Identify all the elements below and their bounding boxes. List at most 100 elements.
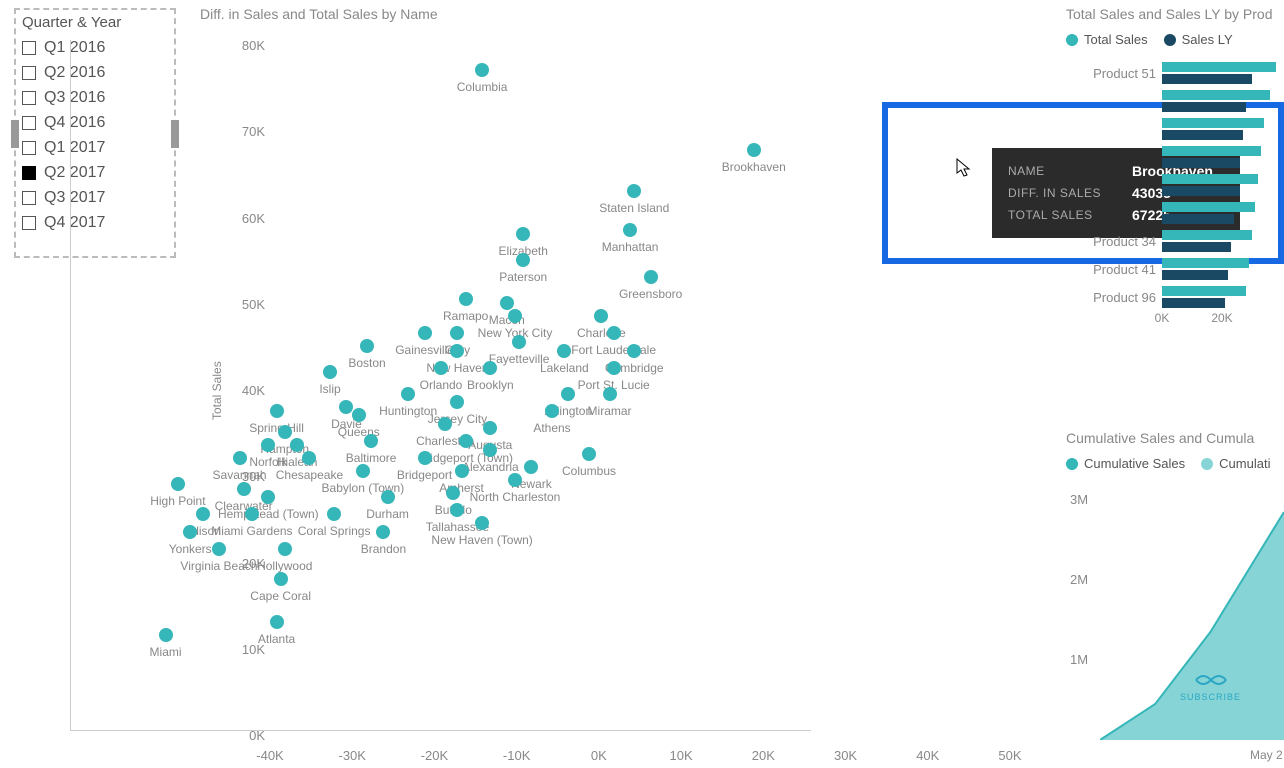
scatter-point-label: Durham [366,507,409,521]
scatter-point[interactable] [323,365,337,379]
scatter-point[interactable] [508,309,522,323]
bar-total-sales [1162,230,1252,240]
scatter-point[interactable] [278,425,292,439]
checkbox-icon[interactable] [22,166,36,180]
checkbox-icon[interactable] [22,116,36,130]
area-plot-area[interactable] [1100,500,1284,740]
scatter-point[interactable] [183,525,197,539]
scatter-point[interactable] [381,490,395,504]
scatter-point[interactable] [500,296,514,310]
scatter-point[interactable] [352,408,366,422]
scatter-point[interactable] [516,227,530,241]
bar-chart-legend: Total SalesSales LY [1066,32,1284,47]
scatter-point[interactable] [582,447,596,461]
scatter-point[interactable] [545,404,559,418]
scatter-point[interactable] [376,525,390,539]
checkbox-icon[interactable] [22,141,36,155]
bar-row[interactable] [1066,171,1284,199]
scatter-point[interactable] [364,434,378,448]
bar-row[interactable] [1066,199,1284,227]
scatter-point[interactable] [245,507,259,521]
scatter-point[interactable] [418,451,432,465]
bar-row[interactable]: Product 34 [1066,227,1284,255]
bar-total-sales [1162,286,1246,296]
bar-row-bars [1162,258,1284,280]
scatter-point[interactable] [450,503,464,517]
scatter-point[interactable] [644,270,658,284]
scatter-point[interactable] [455,464,469,478]
scatter-point[interactable] [302,451,316,465]
scatter-point[interactable] [212,542,226,556]
bar-row[interactable]: Product 96 [1066,283,1284,311]
scatter-point[interactable] [274,572,288,586]
scatter-point[interactable] [594,309,608,323]
scatter-point[interactable] [327,507,341,521]
scatter-plot-area[interactable]: ColumbiaBrookhavenStaten IslandElizabeth… [70,40,811,731]
scatter-point[interactable] [508,473,522,487]
scatter-point[interactable] [401,387,415,401]
area-chart[interactable]: Cumulative Sales and Cumula Cumulative S… [1066,430,1284,483]
scatter-point-label: Chesapeake [276,468,343,482]
scatter-point[interactable] [450,326,464,340]
checkbox-icon[interactable] [22,191,36,205]
scatter-point[interactable] [360,339,374,353]
scatter-point[interactable] [278,542,292,556]
bar-row[interactable]: Product 51 [1066,59,1284,87]
scatter-point[interactable] [475,516,489,530]
scatter-point[interactable] [159,628,173,642]
subscribe-badge[interactable]: SUBSCRIBE [1180,670,1241,702]
scatter-point-label: Spring Hill [249,421,304,435]
scatter-point[interactable] [438,417,452,431]
scatter-point[interactable] [603,387,617,401]
scatter-point[interactable] [475,63,489,77]
scatter-point[interactable] [459,434,473,448]
checkbox-icon[interactable] [22,91,36,105]
x-tick: -10K [503,748,530,763]
scatter-point[interactable] [512,335,526,349]
scatter-point-label: Ramapo [443,309,488,323]
scatter-point[interactable] [483,421,497,435]
bar-row[interactable] [1066,87,1284,115]
scatter-point[interactable] [607,361,621,375]
scatter-point[interactable] [290,438,304,452]
scatter-point[interactable] [483,443,497,457]
bar-row[interactable] [1066,115,1284,143]
bar-row[interactable]: Product 41 [1066,255,1284,283]
scatter-point[interactable] [434,361,448,375]
scatter-point[interactable] [446,486,460,500]
scatter-point[interactable] [270,615,284,629]
legend-swatch-icon [1164,34,1176,46]
scatter-point[interactable] [524,460,538,474]
scatter-point[interactable] [516,253,530,267]
checkbox-icon[interactable] [22,216,36,230]
scatter-point[interactable] [459,292,473,306]
scatter-point[interactable] [483,361,497,375]
bar-chart[interactable]: Total Sales and Sales LY by Prod Total S… [1066,6,1284,331]
scatter-point[interactable] [356,464,370,478]
bar-sales-ly [1162,74,1252,84]
checkbox-icon[interactable] [22,66,36,80]
bar-row[interactable] [1066,143,1284,171]
scatter-point[interactable] [261,490,275,504]
checkbox-icon[interactable] [22,41,36,55]
scatter-point[interactable] [627,184,641,198]
y-tick: 60K [225,211,265,226]
y-tick: 30K [225,469,265,484]
scatter-point[interactable] [261,438,275,452]
scatter-point[interactable] [418,326,432,340]
scatter-point-label: New Haven (Town) [431,533,532,547]
scatter-point[interactable] [557,344,571,358]
scatter-point[interactable] [627,344,641,358]
scatter-point[interactable] [270,404,284,418]
scatter-point[interactable] [233,451,247,465]
resize-handle-left[interactable] [11,120,19,148]
scatter-point[interactable] [747,143,761,157]
scatter-point[interactable] [171,477,185,491]
scatter-point[interactable] [196,507,210,521]
scatter-point[interactable] [450,344,464,358]
scatter-point-label: Hempstead (Town) [218,507,319,521]
scatter-point[interactable] [607,326,621,340]
scatter-point[interactable] [561,387,575,401]
scatter-point[interactable] [450,395,464,409]
scatter-point[interactable] [623,223,637,237]
